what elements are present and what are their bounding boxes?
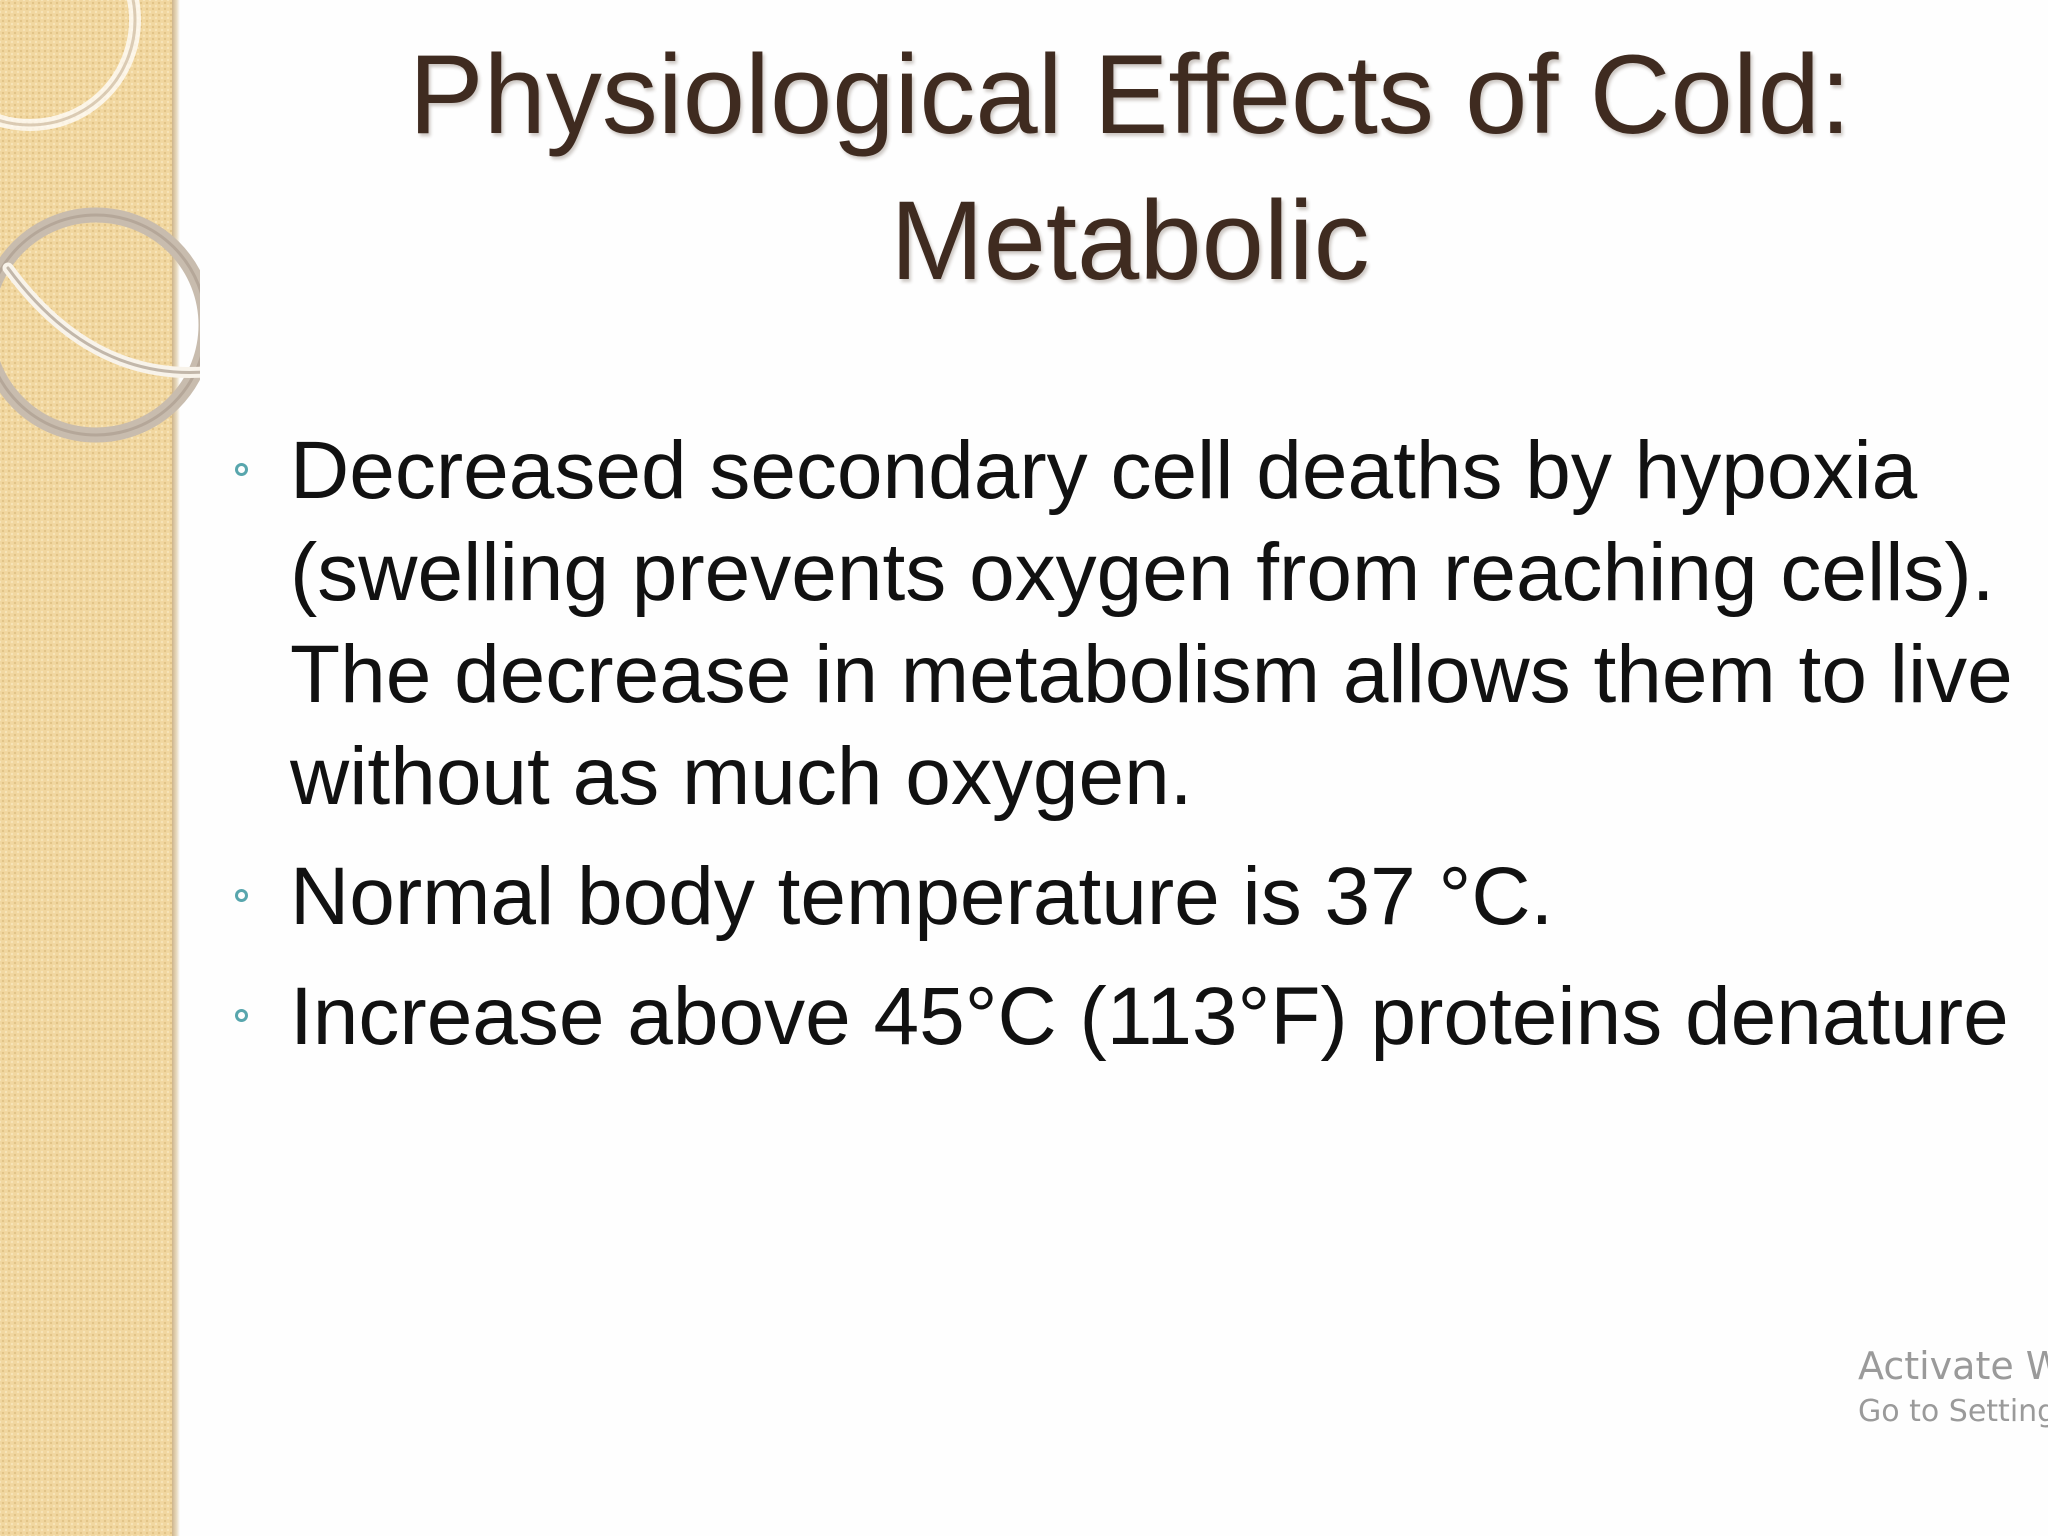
- slide-title-line-2: Metabolic: [890, 178, 1370, 303]
- bullet-item-protein-denature: Increase above 45°C (113°F) proteins den…: [232, 966, 2022, 1068]
- bullet-text: Increase above 45°C (113°F) proteins den…: [290, 971, 2009, 1062]
- bullet-text: Normal body temperature is 37 °C.: [290, 851, 1554, 942]
- interlocking-rings-icon: [0, 0, 200, 443]
- hollow-circle-bullet-icon: [235, 889, 248, 902]
- decorative-side-band: [0, 0, 172, 1536]
- watermark-line-2: Go to Settings to activate Windows.: [1858, 1394, 2048, 1429]
- side-band-edge: [172, 0, 180, 1536]
- watermark-line-1: Activate Windows: [1858, 1344, 2048, 1388]
- hollow-circle-bullet-icon: [235, 1009, 248, 1022]
- slide-title-line-1: Physiological Effects of Cold:: [408, 32, 1852, 157]
- bullet-item-hypoxia: Decreased secondary cell deaths by hypox…: [232, 420, 2022, 828]
- activate-windows-watermark: Activate Windows Go to Settings to activ…: [1858, 1340, 2048, 1432]
- slide-title: Physiological Effects of Cold: Metabolic: [260, 22, 2000, 314]
- bullet-text: Decreased secondary cell deaths by hypox…: [290, 425, 2013, 822]
- hollow-circle-bullet-icon: [235, 463, 248, 476]
- bullet-item-body-temperature: Normal body temperature is 37 °C.: [232, 846, 2022, 948]
- bullet-list: Decreased secondary cell deaths by hypox…: [232, 420, 2022, 1086]
